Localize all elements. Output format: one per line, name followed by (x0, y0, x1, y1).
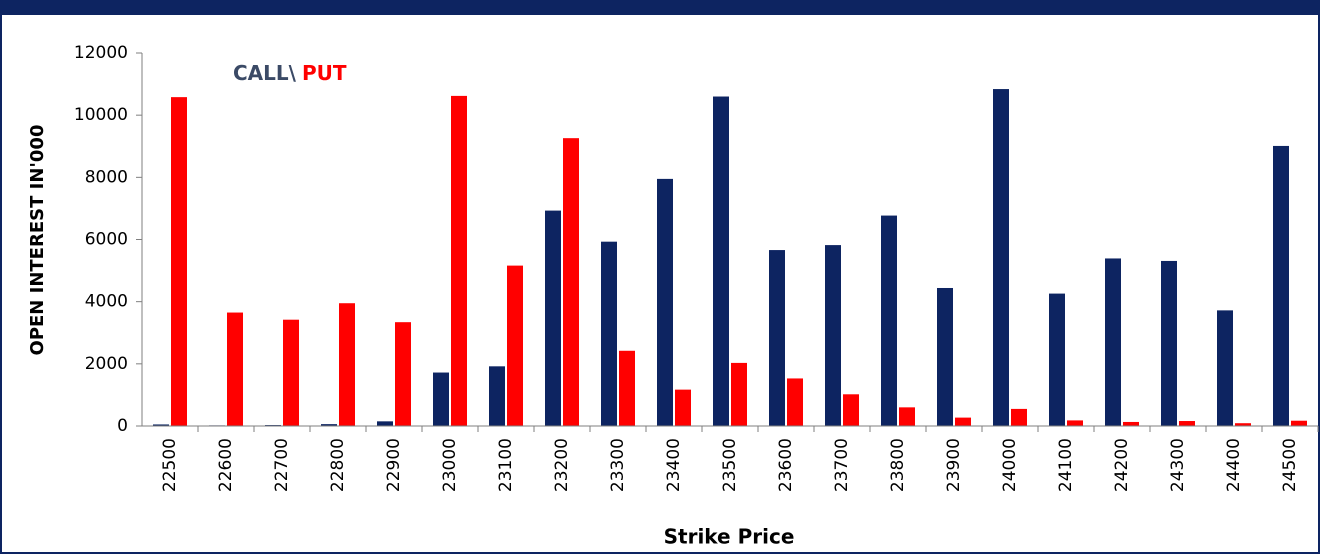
bar (713, 96, 729, 427)
x-tick-label: 23400 (664, 438, 684, 492)
bar (657, 178, 673, 426)
y-tick-label: 6000 (85, 230, 128, 250)
bar (825, 245, 841, 426)
bar (1123, 421, 1139, 426)
bar (1291, 420, 1307, 426)
x-tick-label: 24500 (1280, 438, 1300, 492)
bar (937, 287, 953, 426)
bar (1235, 423, 1251, 426)
legend-entry: CALL (233, 61, 289, 85)
legend-entry: PUT (302, 61, 347, 85)
x-tick-label: 24300 (1168, 438, 1188, 492)
bar (507, 265, 523, 426)
bar (153, 424, 169, 426)
bar (1049, 293, 1065, 426)
bar (377, 421, 393, 426)
y-tick-label: 4000 (85, 292, 128, 312)
bar (993, 89, 1009, 426)
bar (787, 378, 803, 426)
bar (1217, 310, 1233, 426)
x-tick-label: 23600 (776, 438, 796, 492)
bar (601, 241, 617, 426)
y-tick-label: 8000 (85, 167, 128, 187)
bar (1067, 420, 1083, 426)
bar (1161, 260, 1177, 426)
x-tick-label: 22900 (384, 438, 404, 492)
x-tick-label: 22800 (328, 438, 348, 492)
bar (451, 95, 467, 427)
bar (339, 303, 355, 426)
x-tick-label: 23000 (440, 438, 460, 492)
x-tick-label: 24000 (1000, 438, 1020, 492)
y-tick-label: 2000 (85, 354, 128, 374)
bar (433, 372, 449, 426)
bar (1179, 421, 1195, 426)
bar (899, 407, 915, 426)
bar (955, 417, 971, 426)
bar (675, 389, 691, 426)
x-tick-label: 24100 (1056, 438, 1076, 492)
x-tick-label: 23200 (552, 438, 572, 492)
bar (1273, 145, 1289, 427)
x-tick-label: 22500 (160, 438, 180, 492)
legend-separator: \ (289, 61, 297, 85)
x-tick-label: 23300 (608, 438, 628, 492)
bar (1011, 408, 1027, 426)
x-tick-label: 23900 (944, 438, 964, 492)
bar (395, 322, 411, 426)
x-tick-label: 23100 (496, 438, 516, 492)
frame (0, 13, 1320, 554)
x-axis-label: Strike Price (664, 525, 795, 549)
bar (489, 366, 505, 426)
legend: CALL\ PUT (233, 61, 347, 85)
y-tick-label: 10000 (74, 105, 128, 125)
x-tick-label: 22600 (216, 438, 236, 492)
bar (843, 394, 859, 426)
y-tick-label: 12000 (74, 43, 128, 63)
x-tick-label: 22700 (272, 438, 292, 492)
bar (619, 350, 635, 426)
header-band (0, 0, 1320, 14)
bar (563, 138, 579, 426)
x-tick-label: 23800 (888, 438, 908, 492)
bar (769, 250, 785, 426)
bar (171, 97, 187, 426)
bar (283, 319, 299, 426)
bar (731, 362, 747, 426)
bar (881, 215, 897, 426)
x-tick-label: 24400 (1224, 438, 1244, 492)
bar (321, 424, 337, 426)
bar (227, 312, 243, 426)
x-tick-label: 23500 (720, 438, 740, 492)
x-tick-label: 23700 (832, 438, 852, 492)
x-tick-label: 24200 (1112, 438, 1132, 492)
y-tick-label: 0 (117, 416, 128, 436)
bar (1105, 258, 1121, 426)
bar (545, 210, 561, 426)
y-axis-label: OPEN INTEREST IN'000 (27, 125, 48, 356)
